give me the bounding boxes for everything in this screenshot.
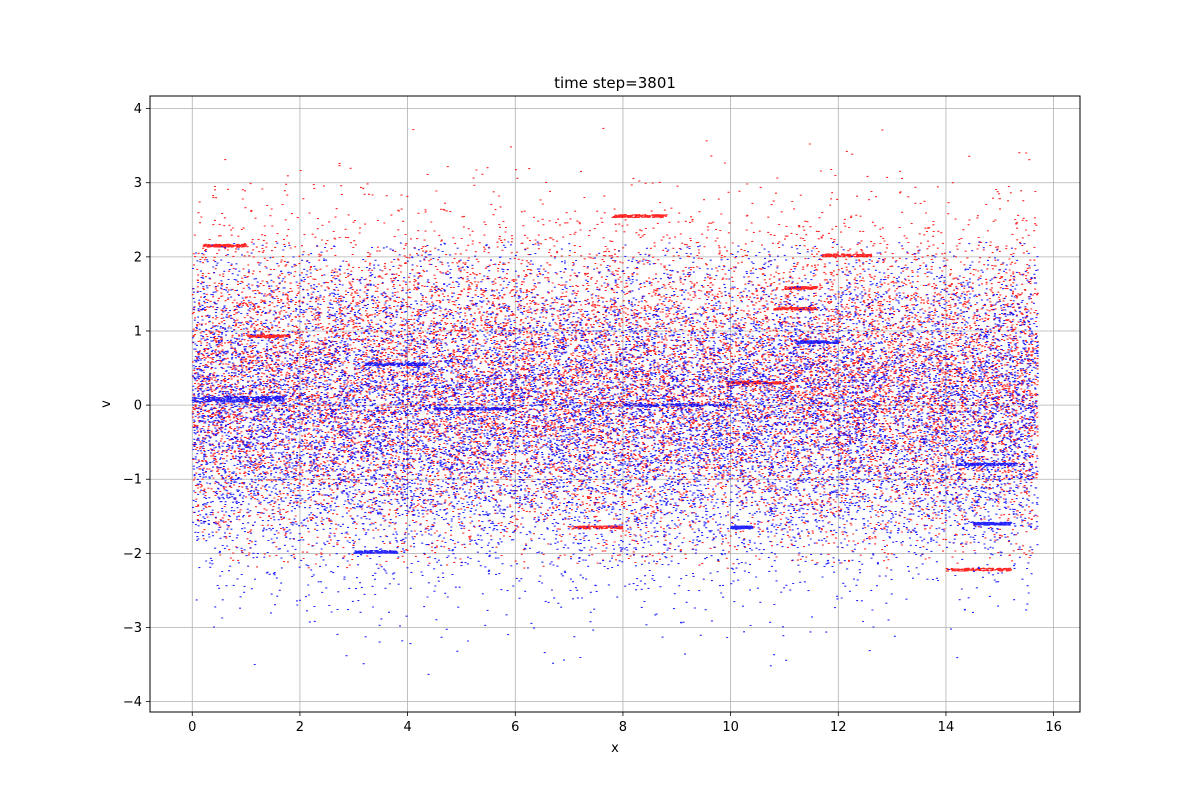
y-tick-label: 0 — [134, 399, 142, 414]
x-tick-label: 0 — [188, 720, 196, 735]
x-tick-label: 14 — [938, 720, 955, 735]
x-tick-label: 12 — [830, 720, 847, 735]
plot-area — [191, 127, 1039, 675]
scatter-points — [191, 127, 1039, 675]
series-blue-points — [191, 241, 1039, 675]
x-tick-label: 2 — [296, 720, 304, 735]
x-tick-label: 6 — [511, 720, 519, 735]
x-axis-label: x — [611, 741, 619, 756]
x-tick-label: 8 — [619, 720, 627, 735]
y-tick-label: 4 — [134, 102, 142, 117]
x-tick-label: 10 — [722, 720, 739, 735]
y-tick-label: 2 — [134, 250, 142, 265]
y-tick-label: −1 — [123, 473, 142, 488]
y-axis-label: v — [99, 400, 114, 408]
x-tick-label: 16 — [1045, 720, 1062, 735]
plot-frame — [149, 95, 1081, 713]
chart-title: time step=3801 — [554, 74, 676, 92]
y-axis-ticks: −4 −3 −2 −1 0 1 2 3 4 — [123, 102, 150, 710]
y-tick-label: −2 — [123, 547, 142, 562]
x-tick-label: 4 — [403, 720, 411, 735]
y-tick-label: −4 — [123, 695, 142, 710]
x-axis-ticks: 0 2 4 6 8 10 12 14 16 — [188, 712, 1062, 735]
y-tick-label: 3 — [134, 176, 142, 191]
y-tick-label: 1 — [134, 324, 142, 339]
y-tick-label: −3 — [123, 621, 142, 636]
